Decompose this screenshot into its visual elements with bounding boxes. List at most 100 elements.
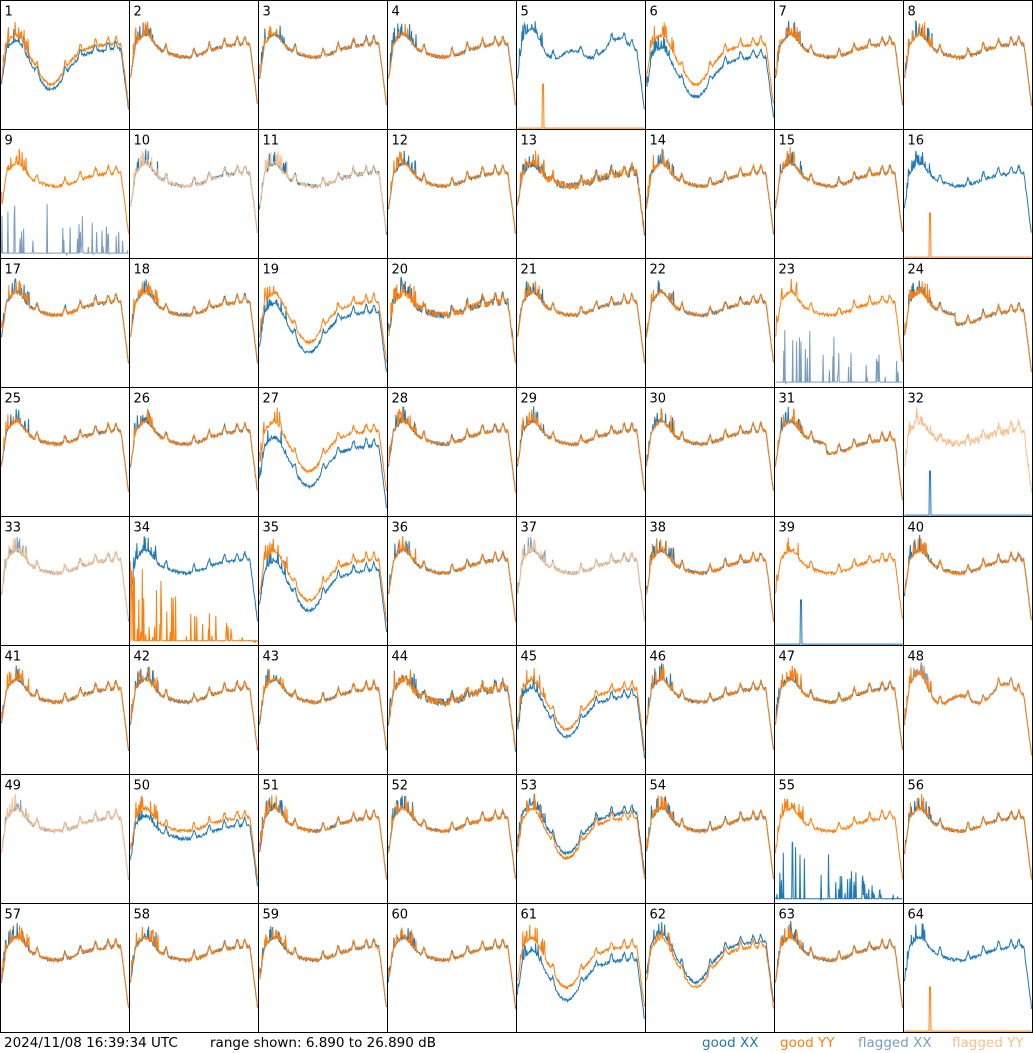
panel-label: 22 — [650, 263, 667, 278]
panel-frame — [387, 516, 517, 646]
series-yy-line — [517, 668, 645, 751]
series-yy-line — [775, 798, 903, 880]
series-xx-line — [517, 675, 645, 759]
panel-label: 63 — [779, 908, 796, 923]
panel-frame — [258, 129, 388, 259]
series-yy-line — [517, 83, 645, 129]
series-xx-line — [259, 430, 387, 509]
panel-29: 29 — [516, 387, 646, 517]
panel-frame — [129, 774, 259, 904]
series-xx-line — [904, 923, 1032, 1009]
panel-frame — [129, 129, 259, 259]
panel-label: 53 — [521, 779, 538, 794]
series-yy-line — [1, 21, 129, 105]
panel-59: 59 — [258, 903, 388, 1033]
panel-frame — [516, 387, 646, 517]
series-yy-line — [388, 669, 516, 749]
series-yy-line — [388, 797, 516, 879]
series-xx-line — [517, 943, 645, 1019]
series-yy-line — [517, 794, 645, 879]
panel-5: 5 — [516, 0, 646, 130]
panel-label: 21 — [521, 263, 538, 278]
panel-16: 16 — [903, 129, 1033, 259]
panel-57: 57 — [0, 903, 130, 1033]
panel-25: 25 — [0, 387, 130, 517]
panel-frame — [0, 258, 130, 388]
series-yy-line — [1, 414, 129, 493]
panel-frame — [387, 903, 517, 1033]
panel-frame — [903, 129, 1033, 259]
panel-60: 60 — [387, 903, 517, 1033]
panel-frame — [129, 258, 259, 388]
series-xx-line — [130, 536, 258, 622]
panel-6: 6 — [645, 0, 775, 130]
series-yy-line — [517, 539, 645, 621]
panel-18: 18 — [129, 258, 259, 388]
series-xx-line — [517, 21, 645, 110]
series-yy-line — [1, 149, 129, 234]
panel-label: 7 — [779, 5, 787, 20]
panel-label: 57 — [5, 908, 22, 923]
panel-label: 50 — [134, 779, 151, 794]
panel-label: 56 — [908, 779, 925, 794]
panel-frame — [387, 774, 517, 904]
panel-label: 49 — [5, 779, 22, 794]
panel-label: 25 — [5, 392, 22, 407]
panel-frame — [645, 645, 775, 775]
panel-frame — [0, 903, 130, 1033]
panel-label: 58 — [134, 908, 151, 923]
panel-frame — [258, 516, 388, 646]
series-yy-line — [388, 24, 516, 106]
legend-flagged-yy: flagged YY — [952, 1035, 1024, 1051]
panel-label: 60 — [392, 908, 409, 923]
panel-53: 53 — [516, 774, 646, 904]
panel-label: 17 — [5, 263, 22, 278]
series-yy-line — [646, 538, 774, 622]
footer: 2024/11/08 16:39:34 UTC range shown: 6.8… — [0, 1033, 1033, 1053]
panel-frame — [387, 387, 517, 517]
panel-label: 52 — [392, 779, 409, 794]
series-yy-line — [1, 925, 129, 1009]
panel-50: 50 — [129, 774, 259, 904]
panel-label: 6 — [650, 5, 658, 20]
series-xx-line — [646, 35, 774, 118]
panel-3: 3 — [258, 0, 388, 130]
panel-13: 13 — [516, 129, 646, 259]
panel-label: 11 — [263, 134, 280, 149]
series-yy-line — [1, 793, 129, 879]
panel-frame — [516, 0, 646, 130]
panel-label: 36 — [392, 521, 409, 536]
series-yy-line — [259, 929, 387, 1007]
series-yy-line — [130, 795, 258, 880]
series-xx-line — [904, 470, 1032, 516]
series-yy-line — [646, 22, 774, 104]
panel-label: 15 — [779, 134, 796, 149]
series-yy-line — [904, 538, 1032, 621]
panel-label: 32 — [908, 392, 925, 407]
panel-52: 52 — [387, 774, 517, 904]
panel-label: 27 — [263, 392, 280, 407]
panel-label: 34 — [134, 521, 151, 536]
series-yy-line — [775, 23, 903, 105]
panel-58: 58 — [129, 903, 259, 1033]
timestamp: 2024/11/08 16:39:34 UTC — [4, 1035, 178, 1051]
panel-label: 23 — [779, 263, 796, 278]
panel-frame — [258, 903, 388, 1033]
panel-8: 8 — [903, 0, 1033, 130]
series-xx-line — [130, 806, 258, 887]
panel-frame — [0, 387, 130, 517]
panel-label: 64 — [908, 908, 925, 923]
panel-36: 36 — [387, 516, 517, 646]
series-xx-line — [904, 150, 1032, 233]
series-yy-line — [904, 22, 1032, 106]
series-yy-line — [517, 150, 645, 233]
panel-frame — [258, 774, 388, 904]
panel-frame — [774, 387, 904, 517]
panel-label: 33 — [5, 521, 22, 536]
series-yy-line — [130, 21, 258, 105]
panel-45: 45 — [516, 645, 646, 775]
panel-28: 28 — [387, 387, 517, 517]
panel-30: 30 — [645, 387, 775, 517]
series-yy-line — [388, 406, 516, 493]
panel-17: 17 — [0, 258, 130, 388]
